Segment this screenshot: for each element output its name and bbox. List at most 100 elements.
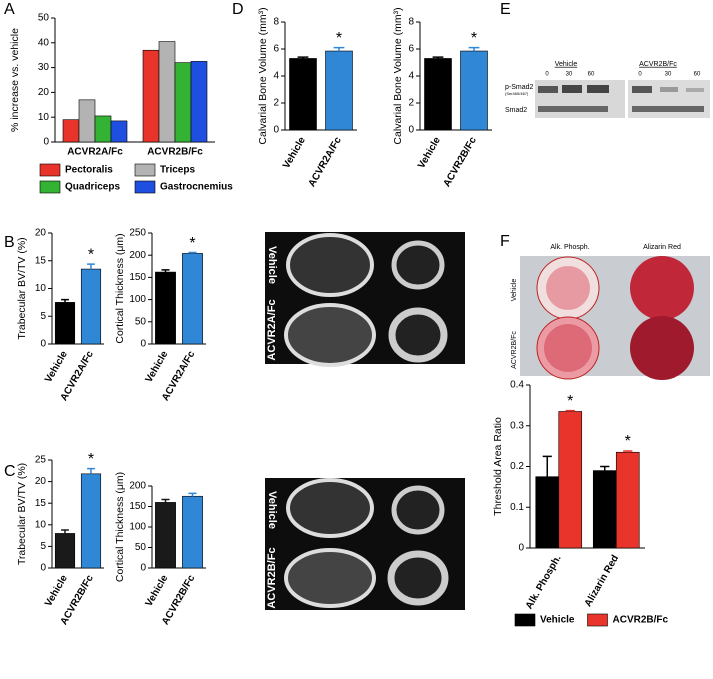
y-tick-label: 5 [40, 311, 46, 322]
y-tick-label: 100 [129, 294, 146, 305]
y-tick-label: 200 [129, 250, 146, 261]
bar [142, 49, 160, 143]
y-axis-label: % increase vs. vehicle [9, 28, 21, 132]
y-tick-label: 0 [40, 339, 46, 350]
error-bar [188, 251, 197, 254]
ct-label: ACVR2A/Fc [266, 299, 278, 360]
y-tick-label: 0 [43, 137, 49, 148]
blot-time: 30 [665, 72, 672, 78]
error-bar [432, 56, 444, 59]
bar [78, 99, 96, 143]
error-bar [61, 529, 69, 534]
y-tick-label: 0 [273, 125, 279, 136]
error-bar [161, 498, 170, 503]
y-axis-label: Calvarial Bone Volume (mm³) [257, 7, 269, 144]
bar [592, 470, 617, 549]
y-tick-label: 0 [40, 563, 46, 574]
error-bar [188, 492, 197, 497]
stain-row: Vehicle [511, 279, 518, 302]
stain-image: Alk. Phosph. Alizarin Red Vehicle ACVR2B… [511, 244, 710, 380]
bar [615, 451, 640, 549]
x-tick-label: ACVR2A/Fc [67, 147, 123, 158]
blot-time: 60 [588, 72, 595, 78]
blot-group: ACVR2B/Fc [639, 61, 677, 68]
y-axis-label: Cortical Thickness (μm) [114, 233, 126, 343]
y-tick-label: 0.1 [510, 502, 524, 513]
error-bar [468, 46, 480, 52]
y-tick-label: 5 [40, 541, 46, 552]
bar [94, 115, 112, 143]
y-tick-label: 4 [408, 71, 414, 82]
ct-label: Vehicle [266, 491, 278, 529]
error-bar [565, 409, 575, 412]
panel-letter: D [232, 1, 244, 18]
blot-row: p-Smad2 [505, 84, 534, 91]
bar [62, 119, 80, 143]
y-tick-label: 20 [35, 228, 47, 239]
y-tick-label: 20 [38, 87, 50, 98]
y-axis-label: Trabecular BV/TV (%) [16, 237, 28, 339]
significance: * [567, 393, 573, 410]
legend-label: Pectoralis [65, 165, 113, 176]
y-tick-label: 0 [408, 125, 414, 136]
y-tick-label: 2 [273, 98, 279, 109]
legend-swatch [39, 163, 61, 177]
y-tick-label: 50 [135, 316, 147, 327]
y-tick-label: 0 [140, 339, 146, 350]
legend-swatch [587, 613, 608, 627]
panel-letter: F [500, 233, 510, 250]
y-tick-label: 6 [273, 44, 279, 55]
blot-group: Vehicle [555, 61, 578, 68]
panel-letter: C [4, 463, 16, 480]
legend-swatch [39, 180, 61, 194]
bar [155, 502, 176, 569]
ct-image: Vehicle ACVR2B/Fc [265, 478, 465, 610]
y-tick-label: 50 [135, 542, 147, 553]
error-bar [87, 467, 95, 474]
bar [424, 58, 452, 131]
panel-letter: E [500, 1, 511, 18]
legend-label: Gastrocnemius [160, 182, 233, 193]
blot-time: 0 [545, 72, 549, 78]
bar [535, 476, 560, 549]
bar [158, 41, 176, 143]
legend-label: Quadriceps [65, 182, 120, 193]
blot-time: 30 [566, 72, 573, 78]
y-tick-label: 0.4 [510, 380, 524, 391]
significance: * [625, 433, 631, 450]
error-bar [87, 263, 95, 270]
y-axis-label: Trabecular BV/TV (%) [16, 463, 28, 565]
y-tick-label: 200 [129, 481, 146, 492]
y-axis-label: Calvarial Bone Volume (mm³) [392, 7, 404, 144]
y-tick-label: 20 [35, 476, 47, 487]
bar [460, 50, 488, 131]
error-bar [161, 269, 170, 273]
y-tick-label: 250 [129, 228, 146, 239]
y-tick-label: 0.3 [510, 420, 524, 431]
bar [289, 58, 317, 131]
y-tick-label: 10 [35, 283, 47, 294]
x-tick-label: ACVR2B/Fc [147, 147, 203, 158]
y-tick-label: 150 [129, 501, 146, 512]
y-tick-label: 4 [273, 71, 279, 82]
y-tick-label: 40 [38, 37, 50, 48]
y-tick-label: 6 [408, 44, 414, 55]
y-tick-label: 50 [38, 13, 50, 24]
stain-column: Alk. Phosph. [550, 244, 589, 251]
significance: * [471, 30, 477, 47]
ct-image: Vehicle ACVR2A/Fc [265, 232, 465, 367]
significance: * [336, 30, 342, 47]
blot-row: Smad2 [505, 107, 527, 114]
y-tick-label: 25 [35, 455, 47, 466]
stain-column: Alizarin Red [643, 244, 681, 251]
y-tick-label: 0.2 [510, 461, 524, 472]
y-tick-label: 150 [129, 272, 146, 283]
y-tick-label: 10 [35, 519, 47, 530]
y-tick-label: 15 [35, 498, 47, 509]
bar [325, 50, 353, 131]
bar [54, 533, 76, 569]
western-blot: Vehicle ACVR2B/Fc 0 30 60 0 30 60 p-Smad… [505, 61, 710, 118]
bar [190, 61, 208, 143]
y-tick-label: 15 [35, 255, 47, 266]
